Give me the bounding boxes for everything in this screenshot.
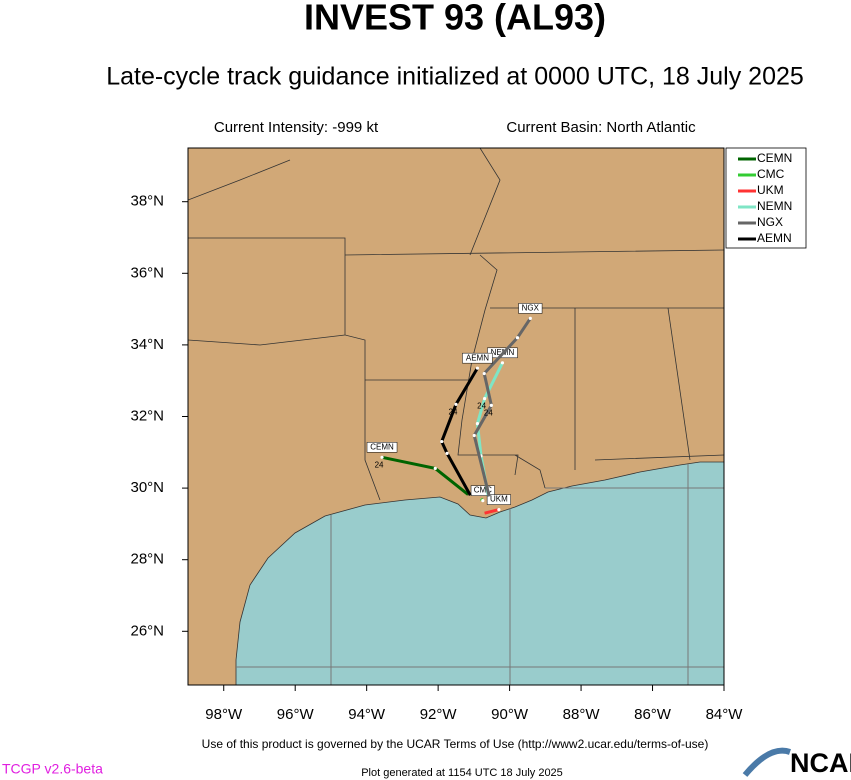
track-point: [489, 403, 493, 408]
legend-label: NEMN: [757, 199, 792, 213]
track-point: [472, 433, 476, 438]
track-label: NGX: [522, 304, 540, 313]
logo-text: NCAR: [790, 748, 851, 778]
track-line: [472, 317, 532, 497]
track-point: [475, 422, 480, 426]
x-tick-label: 94°W: [348, 706, 386, 723]
y-tick-label: 26°N: [130, 622, 164, 639]
basemap: [188, 148, 724, 685]
y-tick-label: 36°N: [130, 264, 164, 281]
y-tick-label: 32°N: [130, 407, 164, 424]
point-label: 24: [484, 409, 493, 418]
subtitle: Late-cycle track guidance initialized at…: [106, 63, 804, 91]
track-point: [500, 361, 505, 365]
x-tick-label: 92°W: [420, 706, 458, 723]
legend-label: CMC: [757, 167, 785, 181]
track-point: [481, 499, 485, 503]
x-tick-label: 96°W: [277, 706, 315, 723]
title: INVEST 93 (AL93): [304, 0, 606, 38]
intensity: Current Intensity: -999 kt: [214, 119, 379, 136]
legend-label: NGX: [757, 215, 783, 229]
x-tick-label: 88°W: [563, 706, 601, 723]
point-label: 24: [477, 402, 486, 411]
track-point: [454, 402, 458, 406]
track-line: [484, 508, 500, 515]
version: TCGP v2.6-beta: [2, 761, 103, 777]
track-label-box: [518, 303, 543, 314]
x-tick-label: 98°W: [205, 706, 243, 723]
track-point: [515, 336, 520, 340]
track-label-box: [486, 494, 511, 505]
track-label: CEMN: [370, 442, 394, 451]
y-tick-label: 38°N: [130, 193, 164, 210]
track-point: [497, 507, 501, 512]
track-point: [380, 455, 384, 459]
track-point: [482, 371, 486, 376]
y-tick-label: 28°N: [130, 551, 164, 568]
point-label: 24: [375, 460, 384, 469]
ncar-logo: NCAR: [742, 747, 851, 778]
track-label-box: [366, 442, 398, 453]
x-tick-label: 86°W: [634, 706, 672, 723]
y-tick-label: 30°N: [130, 479, 164, 496]
track-label: AEMN: [466, 353, 489, 362]
track-point: [433, 466, 437, 471]
point-label: 24: [449, 407, 458, 416]
basin: Current Basin: North Atlantic: [506, 119, 696, 136]
track-label: CMC: [474, 486, 492, 495]
track-point: [475, 366, 480, 370]
track-point: [528, 316, 532, 321]
x-tick-label: 84°W: [706, 706, 744, 723]
track-point: [440, 439, 444, 444]
plot-generated: Plot generated at 1154 UTC 18 July 2025: [361, 767, 563, 779]
terms-note: Use of this product is governed by the U…: [202, 737, 709, 751]
x-tick-label: 90°W: [491, 706, 529, 723]
legend-label: AEMN: [757, 231, 792, 245]
y-tick-label: 34°N: [130, 336, 164, 353]
legend: CEMN CMC UKM NEMN NGX AEMN: [725, 147, 807, 249]
track-label: UKM: [490, 495, 508, 504]
track-point: [482, 397, 487, 401]
legend-label: UKM: [757, 183, 784, 197]
legend-label: CEMN: [757, 151, 792, 165]
track-label-box: [470, 485, 495, 496]
track-label-box: [462, 352, 493, 364]
track-point: [445, 451, 449, 455]
